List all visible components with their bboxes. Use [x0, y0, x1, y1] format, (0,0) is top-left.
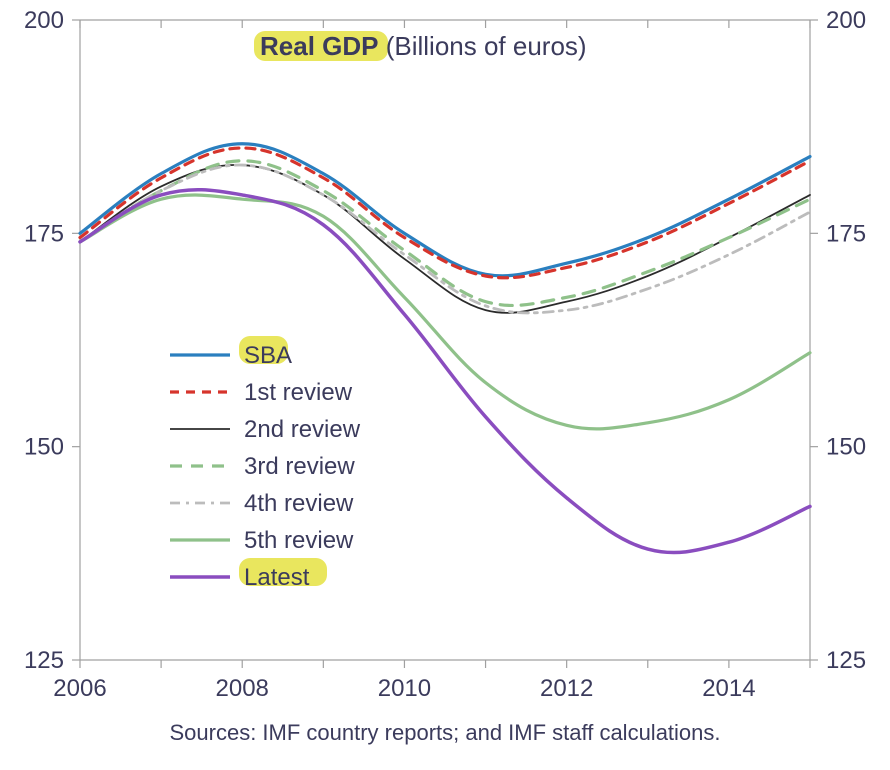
title-bold: Real GDP — [260, 31, 379, 61]
chart-title: Real GDP (Billions of euros) — [260, 31, 587, 61]
y-label-left: 175 — [24, 220, 64, 247]
x-label: 2014 — [702, 675, 755, 702]
y-label-right: 175 — [826, 220, 866, 247]
legend-label-first_review: 1st review — [244, 379, 353, 406]
y-label-left: 150 — [24, 434, 64, 461]
legend-label-sba: SBA — [244, 342, 292, 369]
chart-svg: 125 125 150 150 175 175 200 200 2006 2008 2010 2012… — [0, 0, 890, 770]
legend-label-fourth_review: 4th review — [244, 490, 354, 517]
legend-label-third_review: 3rd review — [244, 453, 355, 480]
y-label-right: 125 — [826, 647, 866, 674]
y-label-right: 150 — [826, 434, 866, 461]
legend-label-second_review: 2nd review — [244, 416, 361, 443]
legend-label-fifth_review: 5th review — [244, 527, 354, 554]
source-text: Sources: IMF country reports; and IMF st… — [169, 720, 720, 745]
x-label: 2010 — [378, 675, 431, 702]
x-label: 2012 — [540, 675, 593, 702]
legend-label-latest: Latest — [244, 564, 310, 591]
y-label-left: 200 — [24, 7, 64, 34]
y-label-right: 200 — [826, 7, 866, 34]
x-label: 2008 — [216, 675, 269, 702]
x-label: 2006 — [53, 675, 106, 702]
chart-container: 125 125 150 150 175 175 200 200 2006 2008 2010 2012… — [0, 0, 890, 770]
y-label-left: 125 — [24, 647, 64, 674]
title-rest: (Billions of euros) — [379, 31, 587, 61]
